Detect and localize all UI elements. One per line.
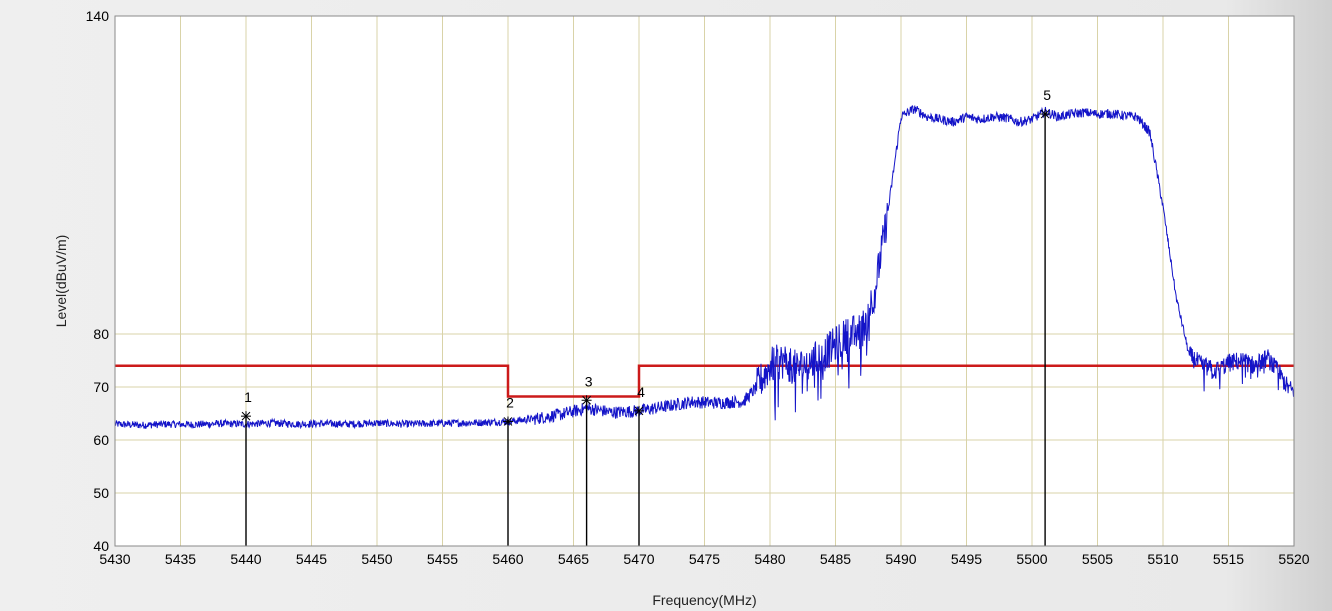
limit-line-layer (115, 364, 1294, 398)
marker-2: 2 (503, 394, 514, 546)
x-tick-label: 5465 (558, 551, 589, 567)
marker-4: 4 (634, 384, 645, 546)
x-tick-labels: 5430 5435 5440 5445 5450 5455 5460 5465 5470 5475… (99, 551, 1309, 567)
x-tick-label: 5430 (99, 551, 130, 567)
y-tick-label: 50 (93, 485, 109, 501)
marker-5: 5 (1040, 87, 1051, 546)
marker-star (241, 411, 251, 421)
y-tick-label: 40 (93, 538, 109, 554)
x-tick-label: 5485 (820, 551, 851, 567)
x-tick-label: 5505 (1082, 551, 1113, 567)
x-tick-label: 5445 (296, 551, 327, 567)
x-tick-label: 5435 (165, 551, 196, 567)
y-tick-label: 60 (93, 432, 109, 448)
x-tick-label: 5520 (1278, 551, 1309, 567)
x-tick-label: 5480 (754, 551, 785, 567)
x-tick-label: 5460 (492, 551, 523, 567)
marker-label: 3 (585, 373, 593, 389)
trace-layer (114, 104, 1295, 430)
marker-label: 4 (637, 384, 645, 400)
x-axis-label: Frequency(MHz) (652, 592, 756, 608)
y-tick-label: 80 (93, 326, 109, 342)
y-tick-label: 70 (93, 379, 109, 395)
marker-star (1040, 109, 1050, 119)
x-tick-label: 5490 (885, 551, 916, 567)
marker-star (503, 417, 513, 426)
marker-label: 1 (244, 389, 252, 405)
plot-border (114, 15, 1295, 547)
y-axis-label: Level(dBuV/m) (53, 235, 69, 328)
marker-star (582, 395, 591, 405)
y-tick-label: 140 (86, 8, 110, 24)
x-tick-label: 5470 (623, 551, 654, 567)
x-tick-label: 5510 (1147, 551, 1178, 567)
y-tick-labels: 40 50 60 70 80 140 (86, 8, 110, 554)
marker-3: 3 (581, 373, 593, 546)
marker-1: 1 (241, 389, 252, 546)
x-tick-label: 5440 (230, 551, 261, 567)
x-tick-label: 5495 (951, 551, 982, 567)
measurement-trace (114, 104, 1295, 430)
limit-line (115, 364, 1294, 398)
x-tick-label: 5475 (689, 551, 720, 567)
marker-layer: 1 2 3 4 5 (241, 87, 1051, 546)
x-tick-label: 5455 (427, 551, 458, 567)
marker-label: 2 (506, 394, 514, 410)
marker-label: 5 (1043, 87, 1051, 103)
x-tick-label: 5450 (361, 551, 392, 567)
marker-star (634, 406, 644, 416)
x-tick-label: 5515 (1213, 551, 1244, 567)
x-tick-label: 5500 (1016, 551, 1047, 567)
